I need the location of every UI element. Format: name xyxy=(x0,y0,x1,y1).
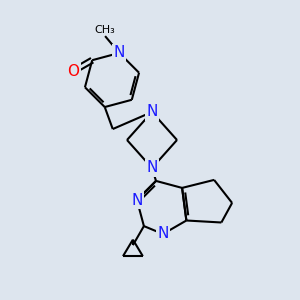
Text: N: N xyxy=(131,193,142,208)
Text: N: N xyxy=(157,226,169,242)
Text: N: N xyxy=(114,46,125,61)
Text: CH₃: CH₃ xyxy=(95,25,116,35)
Text: O: O xyxy=(67,64,79,79)
Text: N: N xyxy=(146,160,158,175)
Text: N: N xyxy=(146,104,158,119)
